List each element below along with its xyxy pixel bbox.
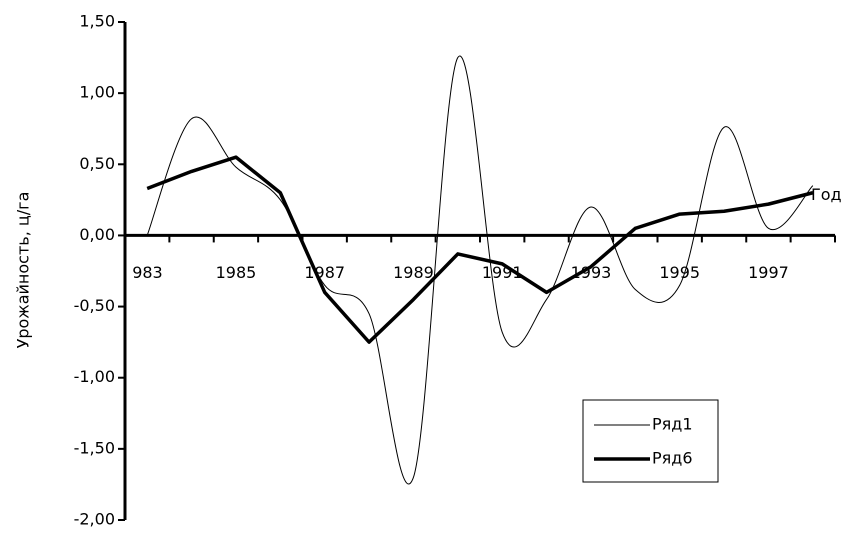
x-tick-label: 1993 bbox=[571, 263, 612, 282]
y-tick-label: -1,00 bbox=[74, 367, 115, 386]
y-axis-label: Урожайность, ц/га bbox=[14, 192, 33, 349]
y-tick-label: 1,50 bbox=[79, 12, 115, 31]
y-tick-label: -0,50 bbox=[74, 296, 115, 315]
x-tick-label: 1989 bbox=[393, 263, 434, 282]
legend-label: Ряд6 bbox=[652, 449, 693, 468]
y-tick-label: 0,00 bbox=[79, 225, 115, 244]
y-tick-label: -1,50 bbox=[74, 438, 115, 457]
x-tick-label: 1987 bbox=[304, 263, 345, 282]
series-line bbox=[146, 155, 814, 344]
x-tick-label: 1995 bbox=[659, 263, 700, 282]
x-tick-label: 1985 bbox=[216, 263, 257, 282]
legend-box bbox=[582, 399, 719, 483]
y-tick-label: 1,00 bbox=[79, 83, 115, 102]
legend-label: Ряд1 bbox=[652, 415, 693, 434]
y-tick-label: -2,00 bbox=[74, 510, 115, 529]
x-tick-label: 983 bbox=[132, 263, 163, 282]
x-tick-label: 1997 bbox=[748, 263, 789, 282]
x-axis-label: Год bbox=[811, 185, 842, 204]
series-line bbox=[146, 55, 814, 485]
y-tick-label: 0,50 bbox=[79, 154, 115, 173]
